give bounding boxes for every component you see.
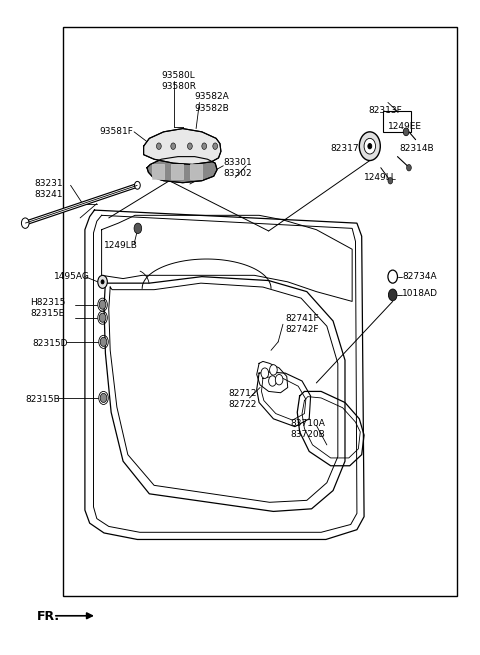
Circle shape bbox=[101, 280, 104, 284]
Circle shape bbox=[98, 275, 108, 288]
Polygon shape bbox=[147, 157, 217, 183]
Bar bbox=[190, 164, 202, 179]
Text: 82315D: 82315D bbox=[33, 339, 68, 348]
Circle shape bbox=[261, 368, 269, 379]
Text: 82315B: 82315B bbox=[25, 395, 60, 403]
Text: 1249LB: 1249LB bbox=[104, 242, 138, 250]
Circle shape bbox=[270, 365, 277, 375]
Circle shape bbox=[171, 143, 176, 149]
Circle shape bbox=[156, 143, 161, 149]
Circle shape bbox=[276, 375, 283, 385]
Circle shape bbox=[364, 138, 375, 154]
Text: 82314B: 82314B bbox=[400, 143, 434, 153]
Text: 1495AG: 1495AG bbox=[54, 272, 90, 281]
Text: FR.: FR. bbox=[37, 610, 60, 623]
Text: 83231
83241: 83231 83241 bbox=[35, 179, 63, 199]
Circle shape bbox=[134, 181, 140, 189]
Text: 82313F: 82313F bbox=[369, 107, 403, 115]
Circle shape bbox=[100, 337, 107, 346]
Bar bbox=[152, 164, 164, 179]
Text: 93581F: 93581F bbox=[99, 127, 133, 136]
Text: 82741F
82742F: 82741F 82742F bbox=[285, 314, 319, 334]
Circle shape bbox=[388, 178, 393, 184]
Circle shape bbox=[388, 289, 397, 301]
Circle shape bbox=[403, 128, 409, 136]
Circle shape bbox=[368, 143, 372, 149]
Circle shape bbox=[99, 300, 106, 309]
Bar bbox=[171, 164, 183, 179]
Bar bbox=[63, 28, 457, 596]
Circle shape bbox=[360, 132, 380, 160]
Circle shape bbox=[188, 143, 192, 149]
Text: 93580L
93580R: 93580L 93580R bbox=[161, 71, 196, 91]
Bar bbox=[383, 111, 411, 132]
Circle shape bbox=[269, 376, 276, 386]
Text: 1249LL: 1249LL bbox=[364, 173, 397, 182]
Text: 83710A
83720B: 83710A 83720B bbox=[290, 419, 325, 439]
Text: 82712
82722: 82712 82722 bbox=[228, 389, 257, 409]
Text: 1249EE: 1249EE bbox=[388, 122, 422, 131]
Circle shape bbox=[407, 164, 411, 171]
Text: 83301
83302: 83301 83302 bbox=[223, 158, 252, 178]
Circle shape bbox=[100, 394, 107, 403]
Text: 1018AD: 1018AD bbox=[402, 289, 438, 298]
Circle shape bbox=[22, 218, 29, 229]
Circle shape bbox=[388, 270, 397, 283]
Polygon shape bbox=[144, 128, 221, 164]
Circle shape bbox=[99, 313, 106, 322]
Circle shape bbox=[213, 143, 217, 149]
Circle shape bbox=[202, 143, 206, 149]
Text: 93582A
93582B: 93582A 93582B bbox=[195, 92, 229, 113]
Text: 82734A: 82734A bbox=[402, 272, 437, 281]
Text: 82317D: 82317D bbox=[331, 143, 366, 153]
Text: H82315
82315E: H82315 82315E bbox=[30, 298, 65, 318]
Circle shape bbox=[134, 223, 142, 234]
